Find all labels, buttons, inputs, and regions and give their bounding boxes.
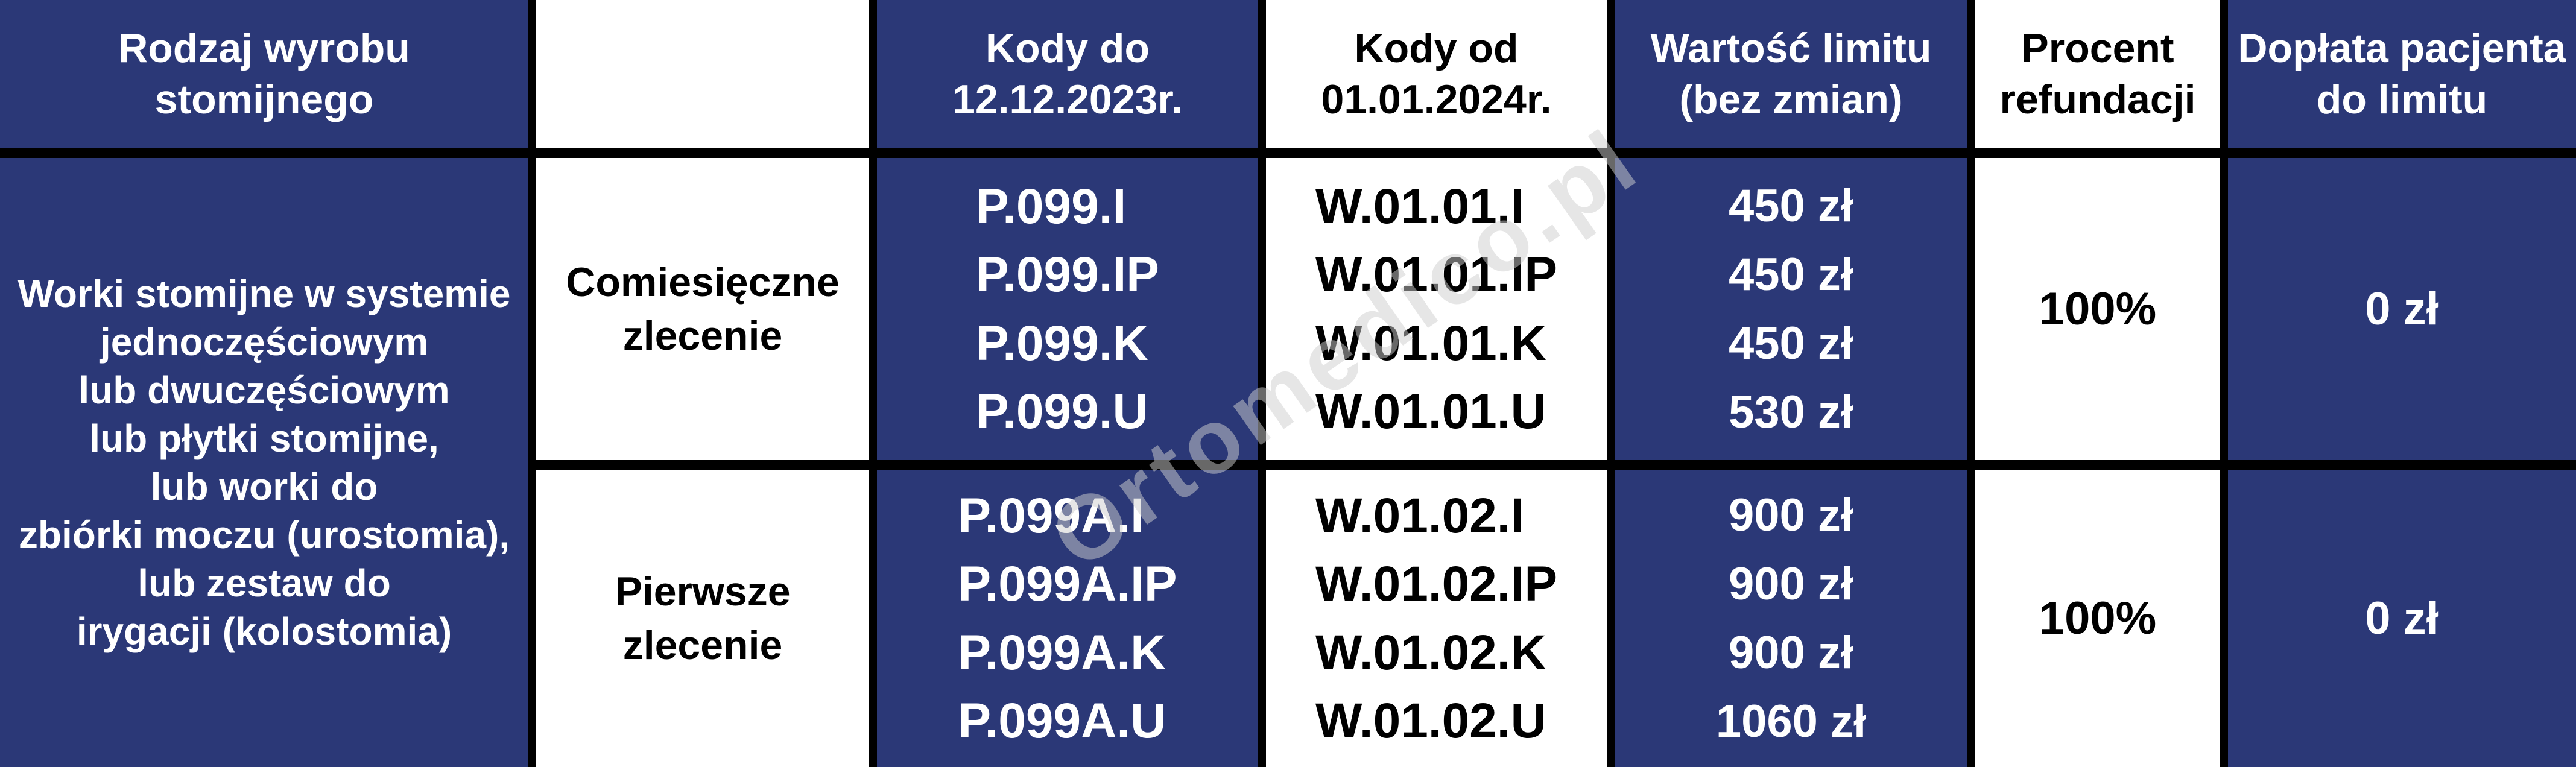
cell-codes-until-monthly: P.099.I P.099.IP P.099.K P.099.U: [877, 158, 1258, 460]
cell-patient-copay-first: 0 zł: [2228, 470, 2576, 767]
codes-from-first-text: W.01.02.I W.01.02.IP W.01.02.K W.01.02.U: [1315, 488, 1558, 748]
cell-codes-from-monthly: W.01.01.I W.01.01.IP W.01.01.K W.01.01.U: [1266, 158, 1607, 460]
codes-from-monthly-text: W.01.01.I W.01.01.IP W.01.01.K W.01.01.U: [1315, 179, 1558, 439]
cell-product-description: Worki stomijne w systemie jednoczęściowy…: [0, 158, 528, 767]
cell-limit-values-first: 900 zł 900 zł 900 zł 1060 zł: [1615, 470, 1967, 767]
header-limit-value: Wartość limitu (bez zmian): [1615, 0, 1967, 148]
cell-codes-from-first: W.01.02.I W.01.02.IP W.01.02.K W.01.02.U: [1266, 470, 1607, 767]
codes-until-first-text: P.099A.I P.099A.IP P.099A.K P.099A.U: [958, 488, 1177, 748]
cell-refund-percent-monthly: 100%: [1975, 158, 2220, 460]
cell-patient-copay-monthly: 0 zł: [2228, 158, 2576, 460]
codes-until-monthly-text: P.099.I P.099.IP P.099.K P.099.U: [976, 179, 1159, 439]
header-refund-percent: Procent refundacji: [1975, 0, 2220, 148]
header-product-type: Rodzaj wyrobu stomijnego: [0, 0, 528, 148]
header-codes-from: Kody od 01.01.2024r.: [1266, 0, 1607, 148]
cell-limit-values-monthly: 450 zł 450 zł 450 zł 530 zł: [1615, 158, 1967, 460]
cell-order-type-first: Pierwsze zlecenie: [536, 470, 869, 767]
header-patient-copay: Dopłata pacjenta do limitu: [2228, 0, 2576, 148]
cell-order-type-monthly: Comiesięczne zlecenie: [536, 158, 869, 460]
cell-refund-percent-first: 100%: [1975, 470, 2220, 767]
header-codes-until: Kody do 12.12.2023r.: [877, 0, 1258, 148]
cell-codes-until-first: P.099A.I P.099A.IP P.099A.K P.099A.U: [877, 470, 1258, 767]
header-blank: [536, 0, 869, 148]
